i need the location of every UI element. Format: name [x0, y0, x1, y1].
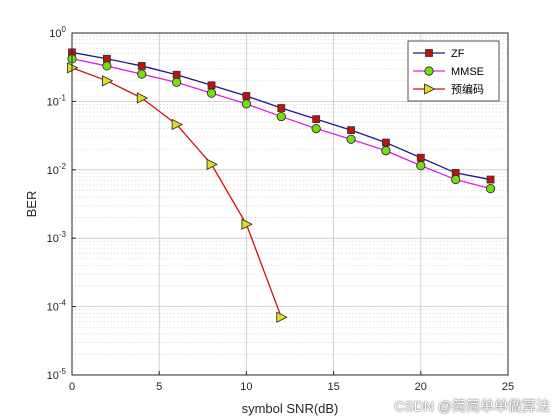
x-ticks: 0 5 10 15 20 25: [69, 371, 514, 393]
y-tick-label: 10-1: [47, 93, 67, 108]
legend-label: MMSE: [451, 66, 484, 78]
data-point-series-1: [137, 62, 146, 70]
y-ticks: 100 10-1 10-2 10-3 10-4 10-5: [47, 25, 76, 382]
legend-label: ZF: [451, 48, 465, 60]
data-point-series-1: [277, 104, 286, 112]
data-point-series-2: [172, 77, 182, 87]
x-tick-label: 20: [415, 381, 427, 393]
data-point-series-2: [346, 134, 356, 144]
data-point-series-1: [347, 126, 355, 135]
data-point-series-1: [486, 175, 495, 184]
y-tick-label: 10-3: [47, 230, 67, 245]
data-point-series-2: [102, 61, 112, 71]
data-point-series-2: [381, 146, 391, 156]
legend-marker: [424, 66, 434, 76]
legend-marker: [424, 83, 436, 95]
data-point-series-2: [206, 88, 217, 98]
data-point-series-2: [276, 111, 286, 122]
x-tick-label: 25: [502, 381, 514, 393]
data-point-series-3: [276, 311, 288, 323]
data-point-series-1: [382, 138, 390, 147]
data-point-series-2: [137, 69, 147, 79]
data-point-series-2: [241, 99, 251, 109]
data-point-series-2: [485, 184, 496, 194]
y-tick-label: 10-4: [47, 299, 67, 314]
x-tick-label: 5: [156, 381, 162, 393]
data-point-series-1: [207, 81, 216, 90]
watermark: CSDN @简简单单做算法: [394, 398, 550, 414]
data-point-series-2: [451, 174, 461, 185]
data-point-series-3: [206, 158, 218, 171]
data-point-series-2: [311, 124, 321, 134]
x-tick-label: 15: [327, 381, 339, 393]
data-point-series-2: [416, 161, 426, 171]
legend-marker: [425, 49, 433, 57]
plot-frame: [71, 32, 509, 376]
legend-label: 预编码: [451, 82, 484, 96]
series-group: [67, 48, 496, 323]
data-point-series-1: [242, 92, 251, 100]
x-tick-label: 10: [240, 381, 252, 393]
data-point-series-3: [136, 92, 149, 104]
data-point-series-1: [416, 153, 425, 162]
x-tick-label: 0: [69, 381, 75, 393]
data-point-series-1: [172, 70, 181, 79]
data-point-series-3: [171, 118, 184, 131]
y-tick-label: 10-2: [47, 162, 67, 177]
legend: ZF MMSE 预编码: [407, 40, 500, 102]
data-point-series-1: [102, 54, 111, 63]
data-point-series-3: [101, 75, 114, 87]
y-tick-label: 100: [49, 25, 66, 40]
data-point-series-1: [312, 115, 321, 124]
y-axis-label: BER: [24, 191, 39, 218]
y-tick-label: 10-5: [47, 367, 67, 382]
x-axis-label: symbol SNR(dB): [242, 401, 339, 416]
data-point-series-3: [241, 218, 253, 230]
